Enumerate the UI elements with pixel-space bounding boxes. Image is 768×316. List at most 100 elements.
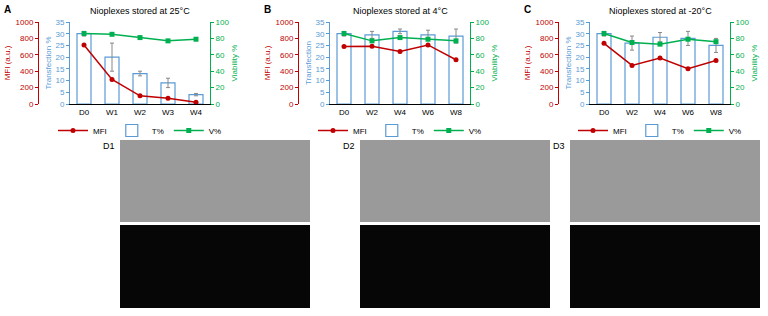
svg-text:40: 40	[216, 67, 225, 76]
svg-text:V%: V%	[209, 127, 221, 136]
svg-text:0: 0	[29, 100, 34, 109]
svg-text:W4: W4	[654, 108, 667, 117]
svg-text:15: 15	[575, 65, 584, 74]
svg-text:20: 20	[216, 83, 225, 92]
svg-text:Nioplexes stored at 25°C: Nioplexes stored at 25°C	[90, 6, 190, 16]
svg-text:400: 400	[540, 67, 554, 76]
svg-text:C: C	[524, 4, 531, 15]
svg-text:30: 30	[55, 30, 64, 39]
svg-text:60: 60	[476, 51, 485, 60]
svg-text:MFI (a.u.): MFI (a.u.)	[523, 45, 532, 80]
svg-text:D1: D1	[103, 141, 115, 151]
svg-text:D0: D0	[599, 108, 610, 117]
svg-text:1000: 1000	[536, 18, 554, 27]
svg-text:0: 0	[320, 100, 325, 109]
svg-text:0: 0	[476, 100, 481, 109]
svg-text:T%: T%	[152, 127, 164, 136]
svg-text:0: 0	[216, 100, 221, 109]
svg-text:25: 25	[55, 41, 64, 50]
svg-text:MFI (a.u.): MFI (a.u.)	[263, 45, 272, 80]
svg-text:600: 600	[280, 51, 294, 60]
svg-text:W6: W6	[422, 108, 435, 117]
svg-text:20: 20	[575, 53, 584, 62]
svg-text:W2: W2	[366, 108, 379, 117]
svg-text:Nioplexes stored at 4°C: Nioplexes stored at 4°C	[353, 6, 448, 16]
svg-text:W1: W1	[106, 108, 119, 117]
svg-text:B: B	[264, 4, 271, 15]
svg-text:20: 20	[736, 83, 745, 92]
svg-text:15: 15	[315, 65, 324, 74]
svg-text:0: 0	[580, 100, 585, 109]
svg-text:80: 80	[736, 34, 745, 43]
svg-text:MFI: MFI	[93, 127, 107, 136]
svg-text:W8: W8	[450, 108, 463, 117]
svg-text:60: 60	[736, 51, 745, 60]
svg-text:800: 800	[20, 34, 34, 43]
svg-text:20: 20	[55, 53, 64, 62]
svg-text:25: 25	[315, 41, 324, 50]
svg-text:V%: V%	[729, 127, 741, 136]
svg-text:Viability %: Viability %	[490, 45, 499, 82]
svg-text:MFI: MFI	[613, 127, 627, 136]
svg-text:D0: D0	[339, 108, 350, 117]
svg-text:A: A	[4, 4, 11, 15]
svg-text:600: 600	[540, 51, 554, 60]
svg-text:35: 35	[315, 18, 324, 27]
svg-text:0: 0	[60, 100, 65, 109]
svg-text:30: 30	[575, 30, 584, 39]
svg-text:5: 5	[60, 88, 65, 97]
svg-text:V%: V%	[469, 127, 481, 136]
svg-text:200: 200	[540, 83, 554, 92]
svg-text:800: 800	[540, 34, 554, 43]
svg-text:W4: W4	[190, 108, 203, 117]
svg-text:D3: D3	[553, 141, 565, 151]
svg-text:0: 0	[736, 100, 741, 109]
svg-text:W6: W6	[682, 108, 695, 117]
svg-text:400: 400	[20, 67, 34, 76]
svg-text:W2: W2	[134, 108, 147, 117]
svg-text:W3: W3	[162, 108, 175, 117]
svg-text:W4: W4	[394, 108, 407, 117]
svg-text:T%: T%	[412, 127, 424, 136]
svg-text:35: 35	[575, 18, 584, 27]
svg-text:80: 80	[476, 34, 485, 43]
svg-text:60: 60	[216, 51, 225, 60]
svg-text:20: 20	[476, 83, 485, 92]
svg-text:Viability %: Viability %	[750, 45, 759, 82]
svg-text:20: 20	[315, 53, 324, 62]
svg-text:W8: W8	[710, 108, 723, 117]
svg-text:Transfection %: Transfection %	[564, 36, 573, 89]
svg-text:MFI: MFI	[353, 127, 367, 136]
svg-text:15: 15	[55, 65, 64, 74]
svg-text:D0: D0	[79, 108, 90, 117]
svg-text:35: 35	[55, 18, 64, 27]
svg-text:100: 100	[736, 18, 750, 27]
svg-text:D2: D2	[343, 141, 355, 151]
svg-text:40: 40	[476, 67, 485, 76]
svg-text:80: 80	[216, 34, 225, 43]
svg-text:Transfection: Transfection	[304, 41, 313, 85]
svg-text:10: 10	[315, 76, 324, 85]
svg-text:25: 25	[575, 41, 584, 50]
svg-text:Viability %: Viability %	[230, 45, 239, 82]
svg-text:0: 0	[549, 100, 554, 109]
svg-text:600: 600	[20, 51, 34, 60]
svg-text:10: 10	[55, 76, 64, 85]
svg-text:30: 30	[315, 30, 324, 39]
svg-text:0: 0	[289, 100, 294, 109]
svg-text:100: 100	[476, 18, 490, 27]
svg-text:T%: T%	[672, 127, 684, 136]
svg-text:1000: 1000	[276, 18, 294, 27]
svg-text:Transfection %: Transfection %	[44, 36, 53, 89]
svg-text:W2: W2	[626, 108, 639, 117]
svg-text:10: 10	[575, 76, 584, 85]
svg-text:1000: 1000	[16, 18, 34, 27]
svg-text:5: 5	[580, 88, 585, 97]
svg-text:800: 800	[280, 34, 294, 43]
svg-text:40: 40	[736, 67, 745, 76]
svg-text:Nioplexes stored at -20°C: Nioplexes stored at -20°C	[609, 6, 712, 16]
svg-text:5: 5	[320, 88, 325, 97]
svg-text:MFI (a.u.): MFI (a.u.)	[3, 45, 12, 80]
svg-text:400: 400	[280, 67, 294, 76]
svg-text:200: 200	[20, 83, 34, 92]
